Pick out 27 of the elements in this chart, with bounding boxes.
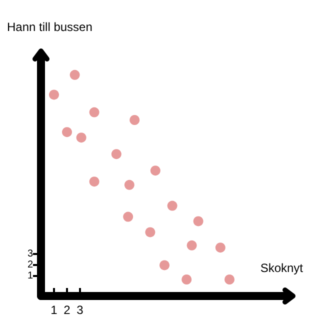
point (124, 180, 134, 190)
y-axis-title: Hann till bussen (7, 20, 92, 34)
x-tick-label: 1 (50, 303, 58, 317)
point (89, 176, 100, 187)
point (111, 149, 122, 160)
point (224, 274, 234, 284)
point (130, 115, 140, 125)
point (215, 242, 226, 253)
x-tick-label: 2 (64, 303, 71, 317)
x-tick-label: 3 (76, 303, 84, 317)
y-tick-label: 1 (27, 270, 34, 282)
point (89, 107, 100, 118)
point (145, 227, 156, 238)
point (150, 166, 160, 176)
point (70, 70, 80, 80)
y-tick-label: 2 (27, 260, 34, 271)
point (160, 260, 170, 270)
point (76, 132, 86, 143)
point (49, 90, 59, 100)
y-tick-label: 3 (27, 248, 34, 260)
point (123, 212, 134, 222)
point (186, 240, 197, 250)
point (167, 200, 178, 211)
point (193, 216, 204, 226)
point (62, 127, 72, 138)
point (182, 274, 192, 284)
x-axis-title: Skoknyt (260, 261, 304, 275)
